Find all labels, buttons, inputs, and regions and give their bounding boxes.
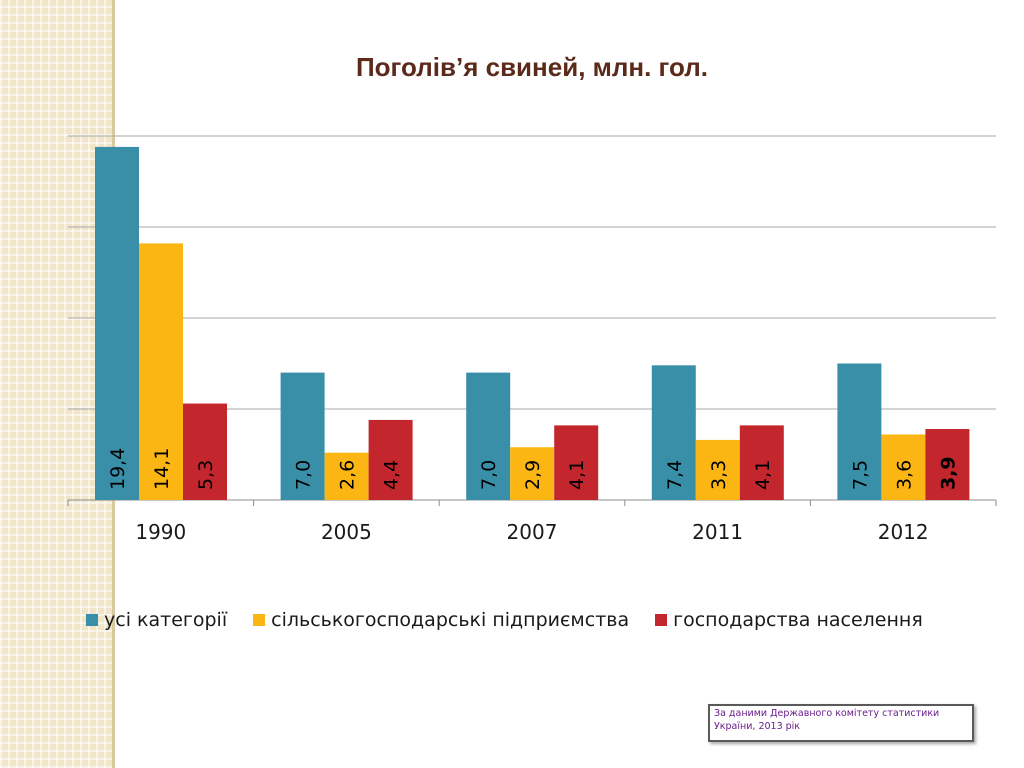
legend-label-all-categories: усі категорії [104,609,228,631]
bar-all-categories-2011 [651,365,696,500]
data-label: 2,9 [522,460,544,490]
bar-all-categories-2007 [466,372,511,500]
data-label: 4,4 [381,460,403,490]
x-tick-label: 1990 [135,520,186,544]
data-label: 7,0 [293,460,315,490]
chart-title: Поголів’я свиней, млн. гол. [355,52,708,82]
bar-all-categories-2005 [280,372,325,500]
source-note-line-2: України, 2013 рік [714,721,801,732]
data-label: 3,6 [893,460,915,490]
legend-item-agricultural-enterprises: сільськогосподарські підприємства [253,609,629,631]
data-label: 7,0 [478,460,500,490]
data-label: 19,4 [107,448,129,490]
data-label: 3,9 [937,456,959,490]
x-tick-label: 2012 [878,520,929,544]
bar-agricultural-enterprises-2011 [695,439,740,500]
x-tick-label: 2011 [692,520,743,544]
bar-all-categories-2012 [837,363,882,500]
data-label: 5,3 [195,460,217,490]
bar-agricultural-enterprises-2012 [881,434,926,500]
bar-agricultural-enterprises-2007 [510,447,555,500]
legend-swatch-teal [86,614,98,626]
data-label: 4,1 [566,460,588,490]
bar-households-1990 [183,403,227,500]
data-label: 2,6 [337,460,359,490]
legend-label-households: господарства населення [673,609,923,631]
legend-label-agricultural-enterprises: сільськогосподарські підприємства [271,609,630,631]
bar-households-2005 [368,419,413,500]
legend-item-households: господарства населення [655,609,923,631]
chart-legend: усі категорії сільськогосподарські підпр… [86,609,1006,631]
legend-swatch-yellow [253,614,266,626]
data-label: 7,4 [664,460,686,490]
x-tick-label: 2005 [321,520,372,544]
source-note-text: За даними Державного комітету статистики… [714,707,968,733]
bar-households-2011 [739,425,784,500]
data-label: 3,3 [708,460,730,490]
bar-agricultural-enterprises-1990 [139,243,183,500]
legend-swatch-red [655,614,668,626]
bar-households-2012 [925,429,970,500]
source-note: За даними Державного комітету статистики… [708,704,974,742]
bar-all-categories-1990 [95,146,139,501]
x-tick-label: 2007 [507,520,558,544]
data-label: 14,1 [151,448,173,490]
bar-agricultural-enterprises-2005 [324,452,369,500]
legend-item-all-categories: усі категорії [86,609,227,631]
bar-households-2007 [554,425,599,500]
data-label: 4,1 [752,460,774,490]
data-label: 7,5 [849,460,871,490]
decorative-left-strip [0,0,112,768]
source-note-line-1: За даними Державного комітету статистики [714,708,940,719]
